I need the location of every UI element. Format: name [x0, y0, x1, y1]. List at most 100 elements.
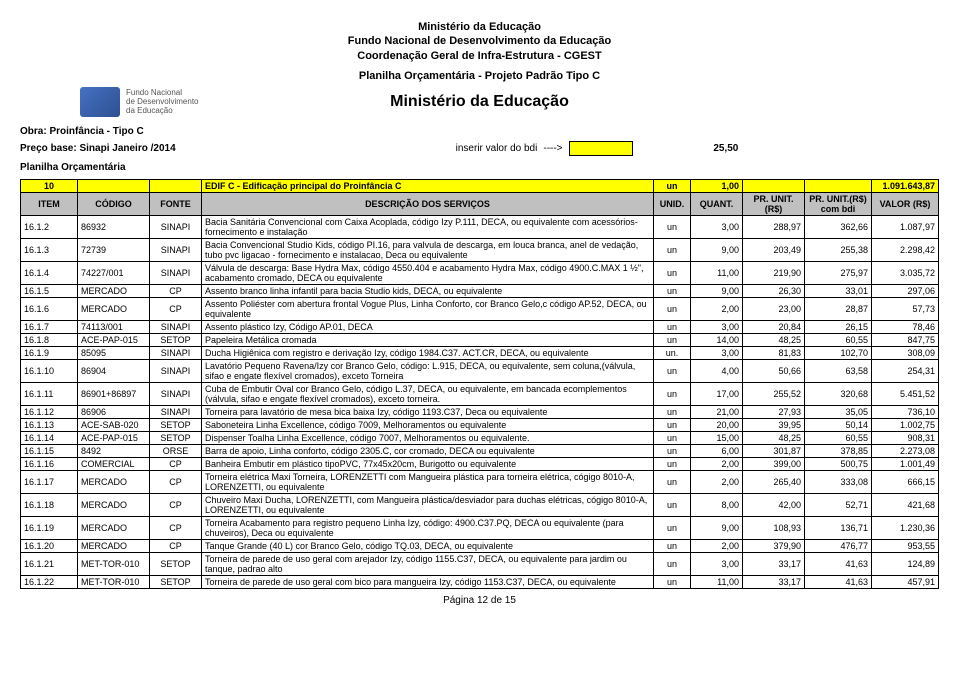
cell-fonte: CP — [150, 517, 202, 540]
cell-pr: 219,90 — [743, 262, 805, 285]
cell-quant: 17,00 — [691, 383, 743, 406]
cell-quant: 4,00 — [691, 360, 743, 383]
cell-fonte: CP — [150, 471, 202, 494]
cell-prbdi: 50,14 — [805, 419, 872, 432]
cell-pr: 288,97 — [743, 216, 805, 239]
cell-item: 16.1.5 — [21, 285, 78, 298]
cell-codigo: 74227/001 — [78, 262, 150, 285]
cell-prbdi: 33,01 — [805, 285, 872, 298]
bdi-input-box[interactable] — [569, 141, 634, 156]
cell-valor: 421,68 — [872, 494, 939, 517]
table-row: 16.1.8ACE-PAP-015SETOPPapeleira Metálica… — [21, 334, 939, 347]
cell-fonte: SETOP — [150, 576, 202, 589]
cell-unid: un — [654, 432, 691, 445]
cell-quant: 3,00 — [691, 347, 743, 360]
header-l2: Fundo Nacional de Desenvolvimento da Edu… — [20, 34, 939, 48]
table-header: ITEM CÓDIGO FONTE DESCRIÇÃO DOS SERVIÇOS… — [21, 193, 939, 216]
cell-quant: 11,00 — [691, 576, 743, 589]
cell-valor: 1.002,75 — [872, 419, 939, 432]
cell-quant: 8,00 — [691, 494, 743, 517]
cell-item: 16.1.19 — [21, 517, 78, 540]
cell-prbdi: 41,63 — [805, 576, 872, 589]
cell-pr: 42,00 — [743, 494, 805, 517]
cell-prbdi: 52,71 — [805, 494, 872, 517]
cell-quant: 9,00 — [691, 517, 743, 540]
cell-desc: Papeleira Metálica cromada — [202, 334, 654, 347]
col-desc: DESCRIÇÃO DOS SERVIÇOS — [202, 193, 654, 216]
cell-codigo: 8492 — [78, 445, 150, 458]
cell-fonte: CP — [150, 298, 202, 321]
cell-unid: un — [654, 360, 691, 383]
cell-valor: 953,55 — [872, 540, 939, 553]
cell-prbdi: 28,87 — [805, 298, 872, 321]
cell-desc: Saboneteira Linha Excellence, código 700… — [202, 419, 654, 432]
cell-codigo: 72739 — [78, 239, 150, 262]
cell-valor: 2.298,42 — [872, 239, 939, 262]
cell-prbdi: 378,85 — [805, 445, 872, 458]
cell-pr: 379,90 — [743, 540, 805, 553]
cell-item: 16.1.6 — [21, 298, 78, 321]
cell-fonte: CP — [150, 458, 202, 471]
cell-unid: un — [654, 321, 691, 334]
cell-unid: un — [654, 334, 691, 347]
bdi-row: Preço base: Sinapi Janeiro /2014 inserir… — [20, 141, 939, 156]
cell-codigo: 86906 — [78, 406, 150, 419]
cell-desc: Tanque Grande (40 L) cor Branco Gelo, có… — [202, 540, 654, 553]
budget-table: 10 EDIF C - Edificação principal do Proi… — [20, 179, 939, 589]
cell-item: 16.1.15 — [21, 445, 78, 458]
cell-quant: 21,00 — [691, 406, 743, 419]
cell-codigo: COMERCIAL — [78, 458, 150, 471]
cell-prbdi: 320,68 — [805, 383, 872, 406]
document-header: Ministério da Educação Fundo Nacional de… — [20, 20, 939, 83]
cell-unid: un — [654, 458, 691, 471]
cell-pr: 20,84 — [743, 321, 805, 334]
cell-unid: un — [654, 517, 691, 540]
cell-quant: 2,00 — [691, 298, 743, 321]
col-quant: QUANT. — [691, 193, 743, 216]
cell-fonte: SETOP — [150, 334, 202, 347]
cell-pr: 39,95 — [743, 419, 805, 432]
cell-prbdi: 333,08 — [805, 471, 872, 494]
inserir-label: inserir valor do bdi — [456, 143, 538, 154]
cell-fonte: SETOP — [150, 432, 202, 445]
cell-desc: Ducha Higiênica com registro e derivação… — [202, 347, 654, 360]
header-planilha: Planilha Orçamentária - Projeto Padrão T… — [20, 69, 939, 83]
table-row: 16.1.13ACE-SAB-020SETOPSaboneteira Linha… — [21, 419, 939, 432]
fnde-logo-icon — [80, 87, 120, 117]
cell-item: 16.1.12 — [21, 406, 78, 419]
cell-codigo: MET-TOR-010 — [78, 553, 150, 576]
table-row: 16.1.19MERCADOCPTorneira Acabamento para… — [21, 517, 939, 540]
title-row: Fundo Nacional de Desenvolvimento da Edu… — [20, 93, 939, 111]
section-row: 10 EDIF C - Edificação principal do Proi… — [21, 180, 939, 193]
col-unid: UNID. — [654, 193, 691, 216]
cell-desc: Torneira para lavatório de mesa bica bai… — [202, 406, 654, 419]
cell-pr: 301,87 — [743, 445, 805, 458]
cell-desc: Banheira Embutir em plástico tipoPVC, 77… — [202, 458, 654, 471]
cell-pr: 50,66 — [743, 360, 805, 383]
cell-prbdi: 102,70 — [805, 347, 872, 360]
cell-codigo: ACE-PAP-015 — [78, 432, 150, 445]
table-row: 16.1.17MERCADOCPTorneira elétrica Maxi T… — [21, 471, 939, 494]
cell-codigo: MERCADO — [78, 471, 150, 494]
cell-prbdi: 60,55 — [805, 432, 872, 445]
cell-quant: 6,00 — [691, 445, 743, 458]
cell-codigo: MERCADO — [78, 298, 150, 321]
cell-pr: 265,40 — [743, 471, 805, 494]
cell-fonte: SINAPI — [150, 216, 202, 239]
cell-valor: 5.451,52 — [872, 383, 939, 406]
cell-item: 16.1.3 — [21, 239, 78, 262]
table-row: 16.1.1286906SINAPITorneira para lavatóri… — [21, 406, 939, 419]
cell-quant: 2,00 — [691, 540, 743, 553]
cell-quant: 3,00 — [691, 321, 743, 334]
logo-text: Fundo Nacional de Desenvolvimento da Edu… — [126, 89, 198, 115]
cell-prbdi: 60,55 — [805, 334, 872, 347]
cell-unid: un — [654, 406, 691, 419]
cell-codigo: 86932 — [78, 216, 150, 239]
cell-unid: un — [654, 298, 691, 321]
cell-unid: un. — [654, 347, 691, 360]
cell-prbdi: 41,63 — [805, 553, 872, 576]
cell-pr: 33,17 — [743, 576, 805, 589]
cell-valor: 1.087,97 — [872, 216, 939, 239]
cell-item: 16.1.16 — [21, 458, 78, 471]
cell-codigo: ACE-SAB-020 — [78, 419, 150, 432]
